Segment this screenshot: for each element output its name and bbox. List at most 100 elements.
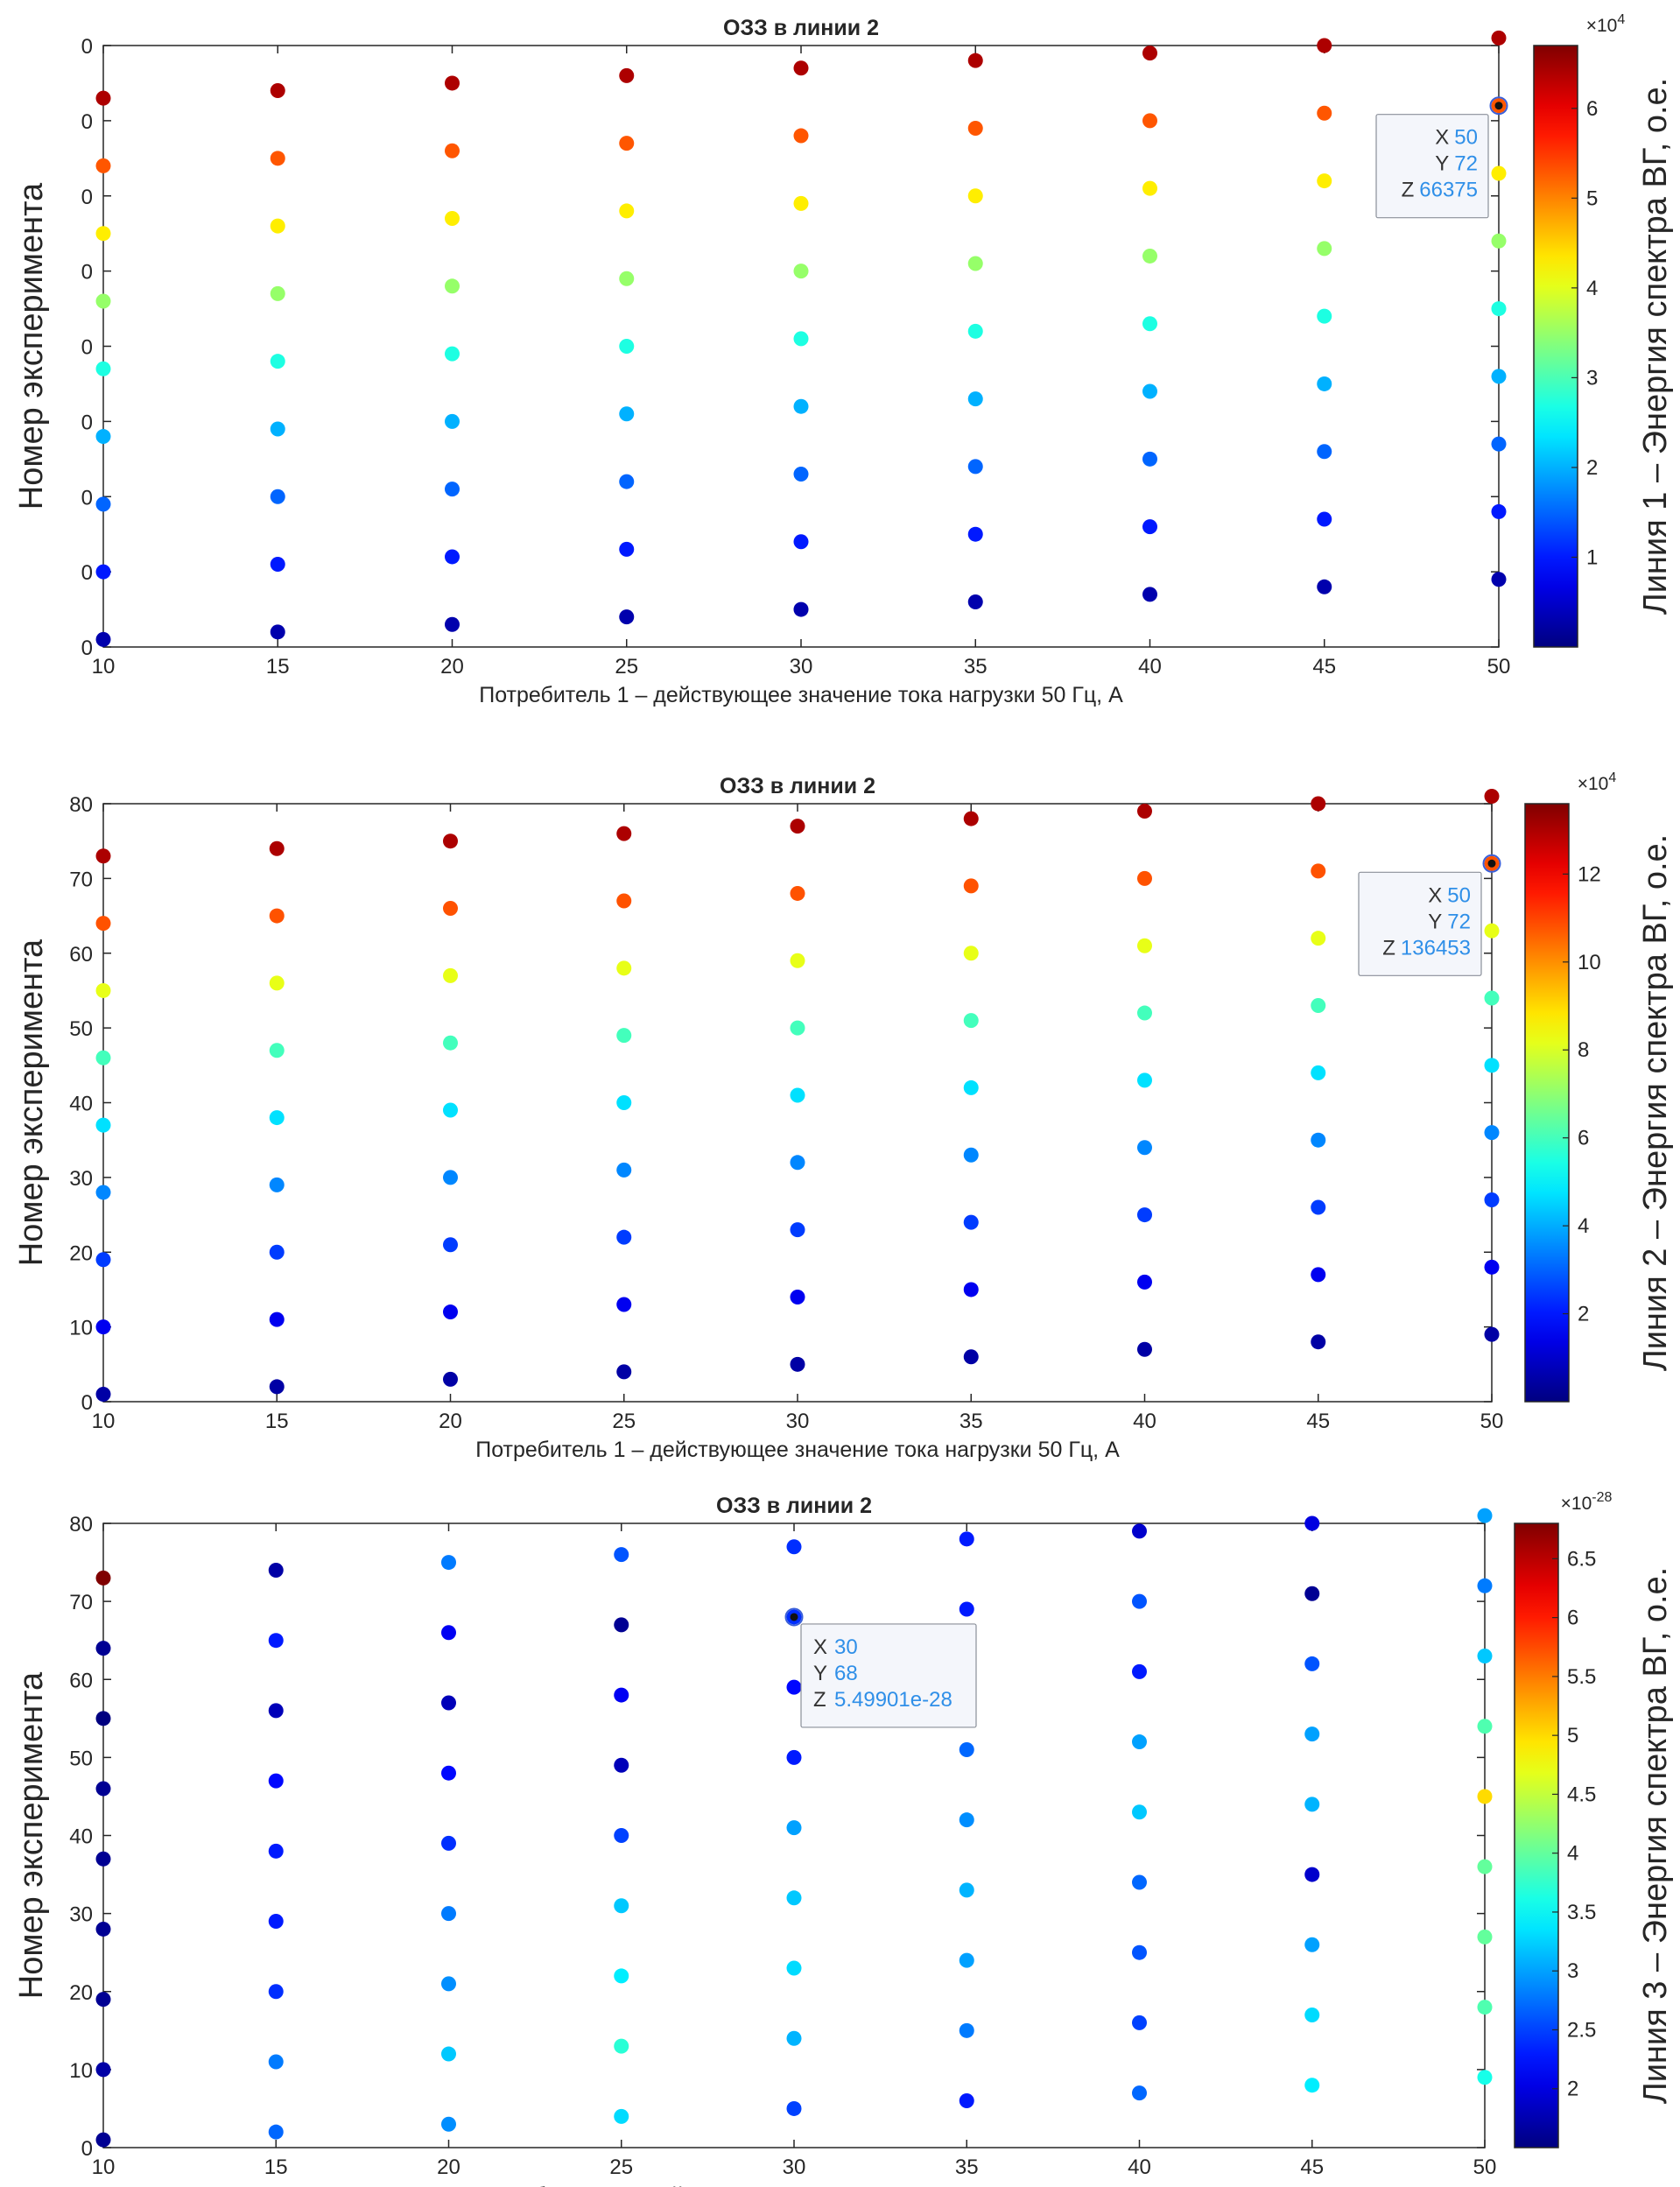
data-point[interactable]: [614, 1828, 629, 1843]
data-point[interactable]: [614, 1617, 629, 1633]
data-point[interactable]: [270, 151, 285, 166]
data-point[interactable]: [1317, 511, 1332, 527]
data-point[interactable]: [963, 1349, 979, 1365]
data-point[interactable]: [95, 158, 111, 173]
data-point[interactable]: [959, 1812, 974, 1828]
data-point[interactable]: [614, 1757, 629, 1773]
data-point[interactable]: [1317, 105, 1332, 121]
data-point[interactable]: [619, 406, 635, 422]
data-point[interactable]: [1132, 2015, 1147, 2030]
data-point[interactable]: [1484, 990, 1500, 1006]
datatip-box[interactable]: [1358, 871, 1482, 976]
data-point[interactable]: [95, 916, 111, 932]
data-point[interactable]: [95, 631, 111, 647]
data-point[interactable]: [959, 2022, 974, 2038]
data-point[interactable]: [1484, 1326, 1500, 1342]
data-point[interactable]: [1304, 1797, 1320, 1812]
data-point[interactable]: [1304, 1937, 1320, 1952]
data-point[interactable]: [268, 1633, 284, 1649]
data-point[interactable]: [793, 331, 809, 347]
data-point[interactable]: [619, 339, 635, 354]
data-point[interactable]: [1142, 113, 1157, 129]
data-point[interactable]: [269, 1311, 285, 1327]
data-point[interactable]: [269, 1177, 285, 1192]
data-point[interactable]: [959, 1952, 974, 1968]
data-point[interactable]: [614, 1547, 629, 1563]
data-point[interactable]: [95, 1781, 111, 1797]
data-point[interactable]: [959, 1741, 974, 1757]
data-point[interactable]: [443, 1237, 458, 1253]
data-point[interactable]: [793, 398, 809, 414]
data-point[interactable]: [1304, 2007, 1320, 2022]
data-point[interactable]: [1477, 1649, 1493, 1664]
data-point[interactable]: [1142, 451, 1157, 467]
data-point[interactable]: [270, 218, 285, 234]
data-point[interactable]: [441, 2046, 456, 2062]
data-point[interactable]: [443, 1371, 458, 1387]
data-point[interactable]: [95, 2132, 111, 2148]
data-point[interactable]: [95, 1185, 111, 1200]
data-point[interactable]: [786, 1679, 802, 1695]
data-point[interactable]: [1142, 248, 1157, 264]
data-point[interactable]: [614, 1968, 629, 1984]
data-point[interactable]: [1317, 376, 1332, 391]
data-point[interactable]: [1491, 436, 1507, 452]
data-point[interactable]: [963, 1214, 979, 1230]
data-point[interactable]: [1142, 383, 1157, 399]
data-point[interactable]: [616, 826, 632, 841]
data-point[interactable]: [1311, 1065, 1326, 1080]
data-point[interactable]: [1311, 931, 1326, 946]
data-point[interactable]: [441, 1695, 456, 1711]
data-point[interactable]: [95, 1117, 111, 1133]
data-point[interactable]: [1304, 1726, 1320, 1742]
data-point[interactable]: [793, 195, 809, 211]
data-point[interactable]: [1317, 173, 1332, 189]
data-point[interactable]: [1132, 1663, 1147, 1679]
data-point[interactable]: [1317, 38, 1332, 53]
data-point[interactable]: [270, 421, 285, 437]
data-point[interactable]: [268, 1914, 284, 1930]
data-point[interactable]: [445, 616, 460, 632]
data-point[interactable]: [1491, 503, 1507, 519]
data-point[interactable]: [1137, 1341, 1152, 1357]
data-point[interactable]: [790, 819, 805, 834]
data-point[interactable]: [441, 1625, 456, 1641]
data-point[interactable]: [963, 1282, 979, 1297]
data-point[interactable]: [967, 526, 983, 542]
data-point[interactable]: [1137, 938, 1152, 953]
data-point[interactable]: [443, 1170, 458, 1185]
data-point[interactable]: [786, 1820, 802, 1836]
data-point[interactable]: [441, 2116, 456, 2132]
data-point[interactable]: [963, 878, 979, 894]
data-point[interactable]: [786, 2100, 802, 2116]
data-point[interactable]: [1304, 2078, 1320, 2093]
data-point[interactable]: [95, 2062, 111, 2078]
data-point[interactable]: [967, 53, 983, 68]
data-point[interactable]: [445, 75, 460, 91]
data-point[interactable]: [443, 1102, 458, 1118]
data-point[interactable]: [1317, 579, 1332, 594]
data-point[interactable]: [270, 354, 285, 369]
data-point[interactable]: [790, 885, 805, 901]
data-point[interactable]: [1317, 241, 1332, 257]
data-point[interactable]: [614, 2038, 629, 2054]
data-point[interactable]: [95, 982, 111, 998]
data-point[interactable]: [268, 1562, 284, 1578]
data-point[interactable]: [1137, 1140, 1152, 1156]
data-point[interactable]: [963, 811, 979, 826]
data-point[interactable]: [967, 188, 983, 204]
data-point[interactable]: [790, 1155, 805, 1171]
datatip-marker[interactable]: [1489, 96, 1508, 116]
data-point[interactable]: [614, 2108, 629, 2124]
data-point[interactable]: [1132, 1944, 1147, 1960]
data-point[interactable]: [269, 1043, 285, 1058]
data-point[interactable]: [1484, 1192, 1500, 1207]
data-point[interactable]: [269, 1110, 285, 1126]
data-point[interactable]: [270, 83, 285, 99]
datatip-marker[interactable]: [1482, 854, 1501, 873]
data-point[interactable]: [95, 1992, 111, 2008]
data-point[interactable]: [619, 203, 635, 219]
data-point[interactable]: [963, 946, 979, 961]
data-point[interactable]: [1484, 788, 1500, 804]
data-point[interactable]: [1491, 369, 1507, 384]
